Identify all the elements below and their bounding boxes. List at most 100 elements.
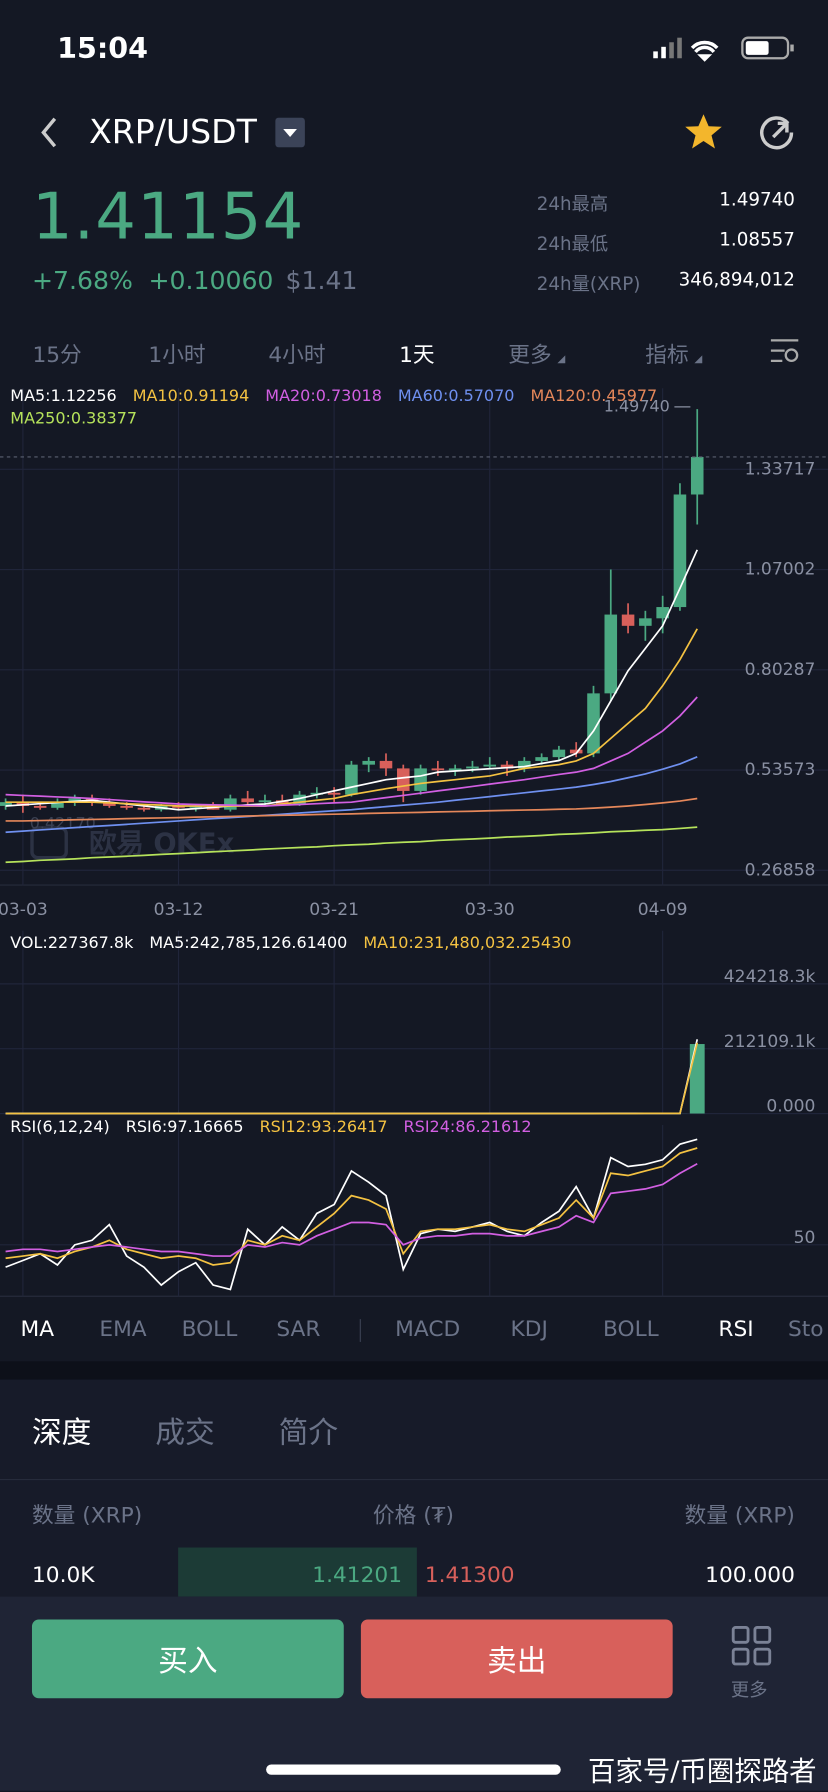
- legend-entry: MA10:0.91194: [132, 387, 250, 406]
- legend-entry: MA120:0.45977: [530, 387, 658, 406]
- indicator-tab[interactable]: EMA: [99, 1316, 147, 1342]
- indicator-line: [5, 628, 698, 807]
- candle-body: [639, 618, 652, 626]
- ask-qty: 100.000: [705, 1562, 795, 1588]
- candle-body: [604, 614, 618, 694]
- candle-body: [0, 802, 12, 806]
- legend-entry: RSI24:86.21612: [403, 1118, 532, 1137]
- candle-body: [448, 768, 462, 771]
- candle-body: [673, 494, 687, 608]
- ask-price: 1.41300: [424, 1562, 515, 1588]
- indicator-tab[interactable]: MA: [20, 1316, 55, 1342]
- y-tick-label: 1.07002: [745, 560, 816, 580]
- volume-bar: [689, 1044, 705, 1114]
- bid-depth-bar: [178, 1547, 417, 1597]
- stat-label: 24h量(XRP): [536, 272, 641, 295]
- rsi-legend: RSI(6,12,24) RSI6:97.16665 RSI12:93.26417 R…: [10, 1118, 707, 1136]
- depth-tab[interactable]: 深度: [31, 1416, 92, 1451]
- stat-value: 346,894,012: [678, 268, 795, 291]
- bid-qty: 10.0K: [31, 1562, 95, 1588]
- pair-title[interactable]: XRP/USDT: [89, 111, 257, 151]
- sell-button[interactable]: 卖出: [360, 1619, 673, 1699]
- candle-body: [310, 792, 324, 795]
- divider: [359, 1319, 361, 1342]
- candle-body: [241, 798, 254, 803]
- col-price: 价格 (₮): [372, 1502, 454, 1529]
- info-tab[interactable]: 简介: [278, 1416, 339, 1451]
- legend-title: VOL:227367.8k: [10, 934, 134, 953]
- candle-body: [68, 798, 82, 803]
- indicator-line: [5, 756, 698, 834]
- indicator-line: [5, 1163, 698, 1257]
- y-tick-label: 1.33717: [745, 459, 816, 479]
- indicator-line: [5, 1138, 698, 1291]
- candle-body: [51, 802, 64, 808]
- indicator-tab[interactable]: KDJ: [510, 1316, 548, 1342]
- buy-button[interactable]: 买入: [31, 1619, 344, 1699]
- interval-tab[interactable]: 1小时: [148, 342, 206, 368]
- share-refresh[interactable]: [756, 112, 797, 153]
- interval-tab[interactable]: 1天: [399, 342, 435, 368]
- indicator-tab[interactable]: BOLL: [603, 1316, 659, 1342]
- candle-body: [414, 768, 427, 791]
- legend-entry: MA5:242,785,126.61400: [149, 934, 348, 953]
- change-pct: +7.68%: [31, 267, 133, 296]
- candle-body: [569, 749, 583, 754]
- legend-entry: RSI12:93.26417: [259, 1118, 388, 1137]
- home-indicator: [266, 1764, 561, 1775]
- indicator-tab[interactable]: Sto: [788, 1316, 824, 1342]
- status-icons: [653, 36, 794, 62]
- settings-icon[interactable]: [769, 337, 801, 367]
- interval-tab[interactable]: 更多 ◢: [508, 342, 566, 368]
- bid-price: 1.41201: [312, 1562, 403, 1588]
- legend-entry: MA20:0.73018: [265, 387, 382, 406]
- buy-label: 买入: [158, 1644, 218, 1679]
- indicator-line: [5, 1147, 698, 1266]
- candle-body: [327, 792, 341, 795]
- interval-tab[interactable]: 4小时: [268, 342, 326, 368]
- candle-body: [500, 764, 514, 769]
- candle-body: [103, 802, 116, 806]
- legend-entry: MA10:231,480,032.25430: [363, 934, 572, 953]
- candle-body: [362, 760, 375, 765]
- more-label[interactable]: 更多: [730, 1678, 768, 1701]
- legend-entry: RSI6:97.16665: [125, 1118, 244, 1137]
- pair-dropdown[interactable]: [275, 117, 305, 148]
- interval-tab[interactable]: 15分: [32, 342, 82, 368]
- candle-body: [483, 764, 497, 767]
- candle-body: [587, 693, 600, 754]
- indicator-line: [5, 797, 698, 822]
- y-tick-label: 0.26858: [745, 860, 816, 880]
- col-ask-qty: 数量 (XRP): [684, 1502, 795, 1529]
- candle-body: [224, 798, 237, 810]
- candle-body: [379, 760, 393, 769]
- interval-tab[interactable]: 指标 ◢: [645, 342, 703, 368]
- col-bid-qty: 数量 (XRP): [31, 1502, 143, 1529]
- fiat-price: $1.41: [285, 267, 358, 296]
- stat-value: 1.49740: [719, 188, 795, 211]
- vol-legend: VOL:227367.8k MA5:242,785,126.61400 MA10:2…: [10, 934, 707, 952]
- status-time: 15:04: [57, 31, 148, 66]
- last-price: 1.41154: [31, 180, 305, 255]
- indicator-tab[interactable]: MACD: [395, 1316, 461, 1342]
- change-abs: +0.10060: [148, 267, 274, 296]
- indicator-tab[interactable]: SAR: [276, 1316, 321, 1342]
- candle-body: [535, 757, 548, 761]
- indicator-tab[interactable]: BOLL: [181, 1316, 238, 1342]
- tab-caret: ◢: [557, 354, 566, 366]
- x-tick-label: 03-30: [465, 900, 515, 920]
- candle-body: [518, 760, 531, 769]
- y-tick-label: 0.53573: [745, 760, 816, 780]
- candle-body: [431, 768, 445, 771]
- y-tick-label: 0.80287: [745, 660, 816, 680]
- indicator-tab[interactable]: RSI: [718, 1316, 754, 1342]
- y-tick-label: 50: [794, 1228, 816, 1248]
- trades-tab[interactable]: 成交: [155, 1416, 215, 1451]
- back-button[interactable]: [34, 114, 68, 151]
- candle-body: [345, 764, 358, 795]
- more-icon[interactable]: [731, 1625, 772, 1666]
- favorite-star[interactable]: [683, 112, 724, 151]
- candle-body: [258, 800, 272, 803]
